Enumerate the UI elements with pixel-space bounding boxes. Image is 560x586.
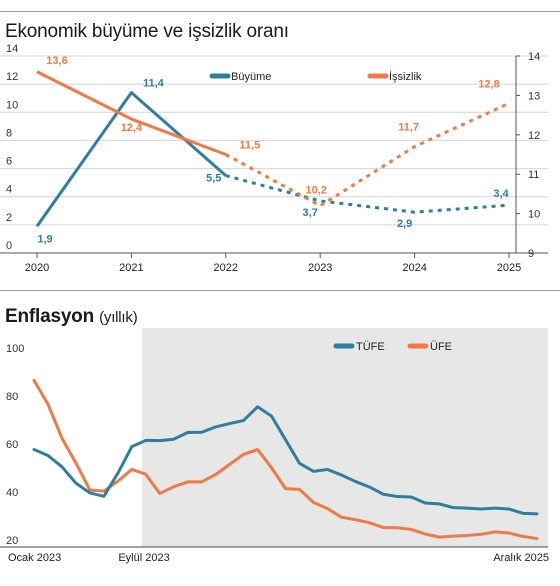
top-rule [0,11,560,12]
chart1-ytick-right: 13 [528,90,540,102]
chart2-legend-label-cpi: TÜFE [356,341,385,353]
chart1-ytick-left: 4 [6,184,12,196]
chart1-ytick-right: 11 [528,169,539,181]
chart1-label-unemployment: 12,8 [478,78,499,90]
chart1-title: Ekonomik büyüme ve işsizlik oranı [5,21,289,42]
chart2-series-cpi [32,405,539,516]
chart1-ytick-left: 14 [6,43,18,55]
chart1-label-unemployment: 11,7 [398,122,419,134]
chart1-series-growth-forecast [225,174,510,214]
chart1-ytick-right: 14 [528,51,540,63]
chart2-shaded-region [141,328,548,547]
chart1-xtick-label: 2021 [119,262,143,274]
chart1-plot: 14 12 10 8 6 4 2 0 14 13 12 11 10 9 2020 2021 2022 2023 20… [0,43,548,274]
chart1-xtick-label: 2025 [497,262,521,274]
chart1-label-growth: 2,9 [397,218,412,230]
chart2-xtick-label: Aralık 2025 [493,552,549,564]
chart1-label-growth: 1,9 [37,233,52,245]
chart2-ytick: 100 [6,343,24,355]
chart1-label-unemployment: 13,6 [46,55,67,67]
chart1-legend-label-growth: Büyüme [231,71,271,83]
chart1-xtick-label: 2022 [214,262,238,274]
chart1-xtick-label: 2024 [402,262,426,274]
chart1-ytick-left: 2 [6,212,12,224]
chart2-ytick: 20 [6,535,18,547]
chart1-ytick-right: 10 [528,209,540,221]
chart1-label-unemployment: 10,2 [305,185,326,197]
chart2-xtick-label: Ocak 2023 [8,552,61,564]
chart1-ytick-right: 12 [528,130,540,142]
chart1-ytick-left: 10 [6,99,18,111]
chart1-series-unemployment-actual [36,70,227,156]
chart1-xtick-label: 2023 [308,262,332,274]
chart2-ytick: 60 [6,439,18,451]
chart1-series-growth-actual [35,91,227,228]
section-rule [0,290,560,291]
chart1-label-growth: 5,5 [206,173,221,185]
chart1-ytick-left: 8 [6,127,12,139]
chart2-series-ppi [32,378,539,541]
chart1-xtick-label: 2020 [25,262,49,274]
chart1-label-growth: 3,7 [303,207,318,219]
chart1-ytick-left: 0 [6,240,12,252]
chart2-title: Enflasyon [5,306,94,327]
chart1-ytick-left: 12 [6,71,18,83]
chart2-ytick: 40 [6,487,18,499]
chart2-ytick: 80 [6,391,18,403]
chart2-title-block: Enflasyon (yıllık) [5,306,138,328]
chart2-subtitle: (yıllık) [99,309,138,326]
chart1-label-unemployment: 11,5 [239,140,260,152]
chart1-ytick-right: 9 [528,248,534,260]
chart2-legend-label-ppi: ÜFE [430,341,452,353]
chart1-label-unemployment: 12,4 [121,122,143,134]
chart1-ytick-left: 6 [6,156,12,168]
chart1-label-growth: 3,4 [493,188,509,200]
chart2-xtick-label: Eylül 2023 [118,552,169,564]
chart1-label-growth: 11,4 [143,78,165,90]
chart1-legend-label-unemployment: İşsizlik [389,70,422,83]
chart1-series-unemployment-forecast [225,101,510,208]
